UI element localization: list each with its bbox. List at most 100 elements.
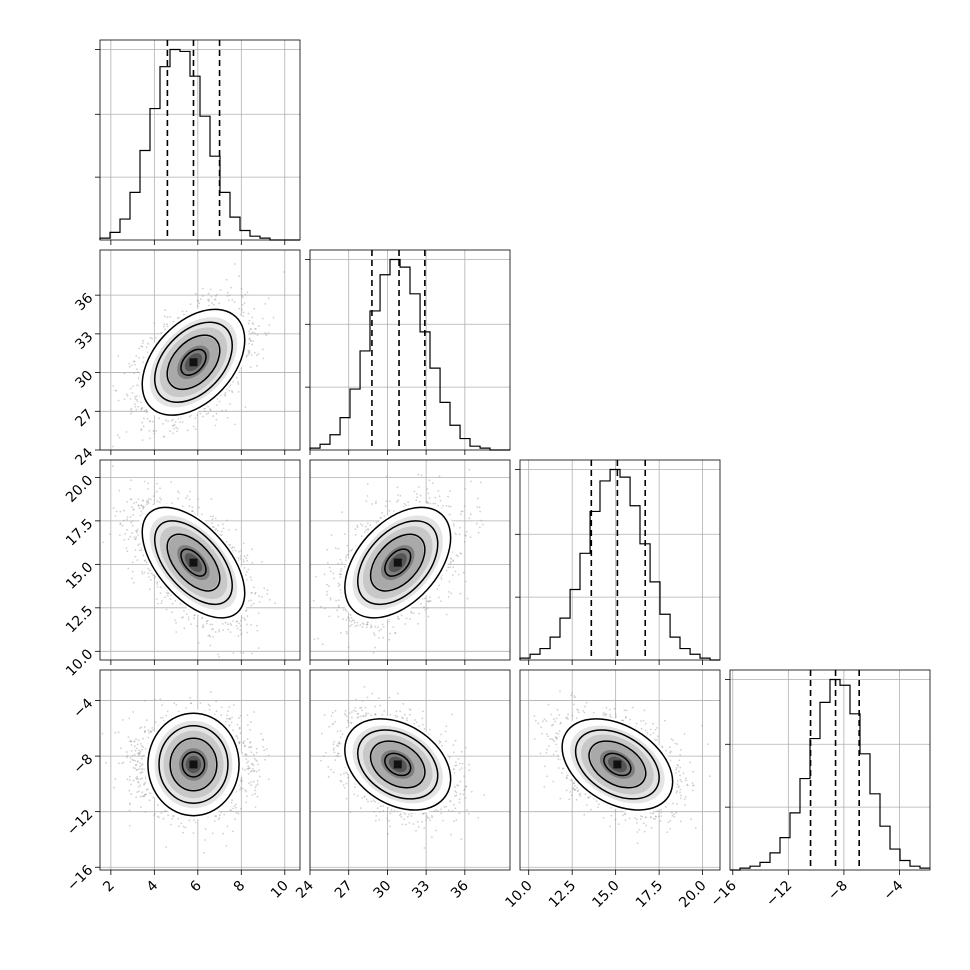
scatter-point bbox=[218, 656, 221, 658]
scatter-point bbox=[147, 342, 149, 345]
scatter-point bbox=[247, 354, 250, 356]
scatter-point bbox=[242, 559, 245, 561]
scatter-point bbox=[131, 392, 134, 394]
scatter-point bbox=[248, 337, 251, 340]
scatter-point bbox=[256, 354, 258, 357]
scatter-point bbox=[133, 372, 136, 375]
scatter-point bbox=[242, 561, 245, 563]
scatter-point bbox=[138, 347, 141, 350]
scatter-point bbox=[226, 416, 229, 419]
scatter-point bbox=[248, 350, 251, 353]
scatter-point bbox=[176, 317, 179, 319]
scatter-point bbox=[161, 600, 163, 602]
scatter-point bbox=[225, 409, 227, 412]
scatter-point bbox=[243, 555, 246, 558]
scatter-point bbox=[166, 594, 169, 597]
scatter-point bbox=[254, 327, 256, 330]
scatter-point bbox=[245, 610, 247, 612]
scatter-point bbox=[118, 489, 121, 492]
scatter-point bbox=[153, 322, 156, 325]
scatter-point bbox=[141, 421, 144, 424]
scatter-point bbox=[174, 599, 177, 602]
scatter-point bbox=[141, 439, 144, 441]
scatter-point bbox=[129, 409, 132, 411]
scatter-point bbox=[178, 492, 181, 494]
scatter-point bbox=[202, 624, 205, 626]
scatter-point bbox=[249, 366, 252, 369]
scatter-point bbox=[233, 423, 236, 426]
scatter-point bbox=[201, 295, 204, 297]
scatter-point bbox=[268, 324, 271, 327]
scatter-point bbox=[172, 432, 175, 435]
scatter-point bbox=[215, 295, 217, 297]
scatter-point bbox=[246, 559, 249, 562]
scatter-point bbox=[171, 602, 174, 605]
scatter-point bbox=[252, 586, 255, 589]
scatter-point bbox=[222, 523, 224, 526]
scatter-point bbox=[235, 625, 238, 627]
scatter-point bbox=[248, 319, 251, 322]
scatter-point bbox=[141, 342, 144, 344]
scatter-point bbox=[226, 291, 229, 294]
scatter-point bbox=[257, 325, 260, 328]
scatter-point bbox=[141, 407, 144, 409]
scatter-point bbox=[211, 518, 214, 521]
scatter-point bbox=[112, 445, 114, 448]
scatter-point bbox=[214, 631, 217, 633]
scatter-point bbox=[240, 550, 243, 552]
scatter-point bbox=[164, 309, 167, 312]
scatter-point bbox=[159, 592, 162, 595]
scatter-point bbox=[142, 425, 145, 428]
scatter-point bbox=[135, 536, 138, 538]
scatter-point bbox=[166, 325, 169, 328]
scatter-point bbox=[237, 381, 239, 384]
scatter-point bbox=[249, 576, 252, 578]
scatter-point bbox=[267, 297, 270, 300]
scatter-point bbox=[194, 417, 197, 420]
scatter-point bbox=[119, 534, 121, 537]
scatter-point bbox=[239, 557, 242, 560]
scatter-point bbox=[143, 571, 146, 574]
scatter-point bbox=[134, 397, 137, 400]
scatter-point bbox=[129, 488, 132, 490]
scatter-point bbox=[226, 519, 228, 522]
scatter-point bbox=[154, 337, 157, 339]
scatter-point bbox=[247, 312, 250, 315]
scatter-point bbox=[115, 389, 118, 392]
scatter-point bbox=[193, 617, 195, 620]
scatter-point bbox=[224, 392, 227, 394]
scatter-point bbox=[164, 596, 167, 599]
scatter-point bbox=[149, 420, 152, 423]
scatter-point bbox=[160, 498, 163, 501]
scatter-point bbox=[227, 628, 230, 631]
scatter-point bbox=[208, 298, 211, 301]
scatter-point bbox=[149, 336, 152, 339]
scatter-point bbox=[212, 415, 215, 418]
scatter-point bbox=[252, 323, 255, 325]
scatter-point bbox=[149, 579, 152, 581]
histogram-step-1 bbox=[309, 258, 510, 451]
scatter-point bbox=[160, 602, 163, 605]
scatter-point bbox=[125, 547, 128, 550]
scatter-point bbox=[129, 398, 132, 400]
scatter-point bbox=[231, 391, 234, 394]
scatter-point bbox=[175, 426, 178, 429]
scatter-point bbox=[140, 429, 143, 431]
scatter-point bbox=[191, 506, 194, 509]
scatter-point bbox=[141, 573, 144, 575]
scatter-point bbox=[136, 400, 139, 403]
scatter-point bbox=[244, 293, 247, 296]
scatter-point bbox=[156, 581, 159, 584]
scatter-point bbox=[149, 588, 151, 591]
scatter-point bbox=[131, 577, 133, 580]
scatter-point bbox=[134, 555, 137, 558]
scatter-point bbox=[243, 302, 246, 304]
scatter-point bbox=[127, 567, 130, 570]
scatter-point bbox=[117, 355, 120, 357]
scatter-point bbox=[226, 294, 229, 297]
scatter-point bbox=[228, 389, 231, 392]
scatter-point bbox=[176, 430, 178, 433]
scatter-point bbox=[223, 393, 226, 396]
scatter-point bbox=[264, 303, 267, 305]
scatter-point bbox=[239, 624, 242, 627]
